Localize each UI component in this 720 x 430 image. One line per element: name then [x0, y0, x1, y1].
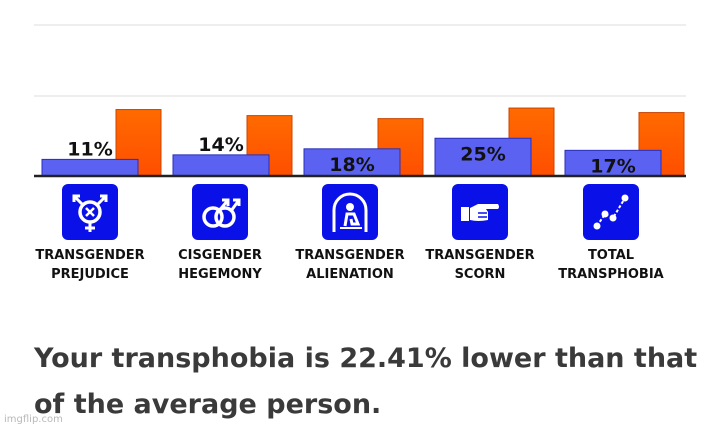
- data-label-0: 11%: [67, 138, 112, 160]
- data-label-3: 25%: [460, 143, 505, 165]
- chart-svg: 11% 14% 18% 25% 17%: [34, 24, 686, 177]
- isolated-person-icon: [322, 184, 378, 240]
- bar-chart: 11% 14% 18% 25% 17%: [34, 24, 686, 282]
- watermark: imgflip.com: [4, 414, 63, 425]
- bar-blue-2: [303, 148, 401, 177]
- summary-text: Your transphobia is 22.41% lower than th…: [34, 343, 698, 420]
- pointing-hand-icon: [452, 184, 508, 240]
- category-label-total-transphobia: TOTAL TRANSPHOBIA: [558, 248, 664, 282]
- category-label-cisgender-hegemony: CISGENDER HEGEMONY: [178, 248, 262, 282]
- bar-blue-0: [41, 158, 139, 177]
- data-label-2: 18%: [329, 154, 374, 176]
- data-label-4: 17%: [590, 155, 635, 177]
- category-label-transgender-prejudice: TRANSGENDER PREJUDICE: [35, 248, 145, 282]
- category-label-transgender-scorn: TRANSGENDER SCORN: [425, 248, 535, 282]
- interlocked-male-symbols-icon: [192, 184, 248, 240]
- category-label-transgender-alienation: TRANSGENDER ALIENATION: [295, 248, 405, 282]
- connected-dots-icon: [583, 184, 639, 240]
- bar-blue-4: [564, 149, 662, 177]
- transgender-symbol-icon: [62, 184, 118, 240]
- data-label-1: 14%: [198, 134, 243, 156]
- bar-blue-1: [172, 154, 270, 177]
